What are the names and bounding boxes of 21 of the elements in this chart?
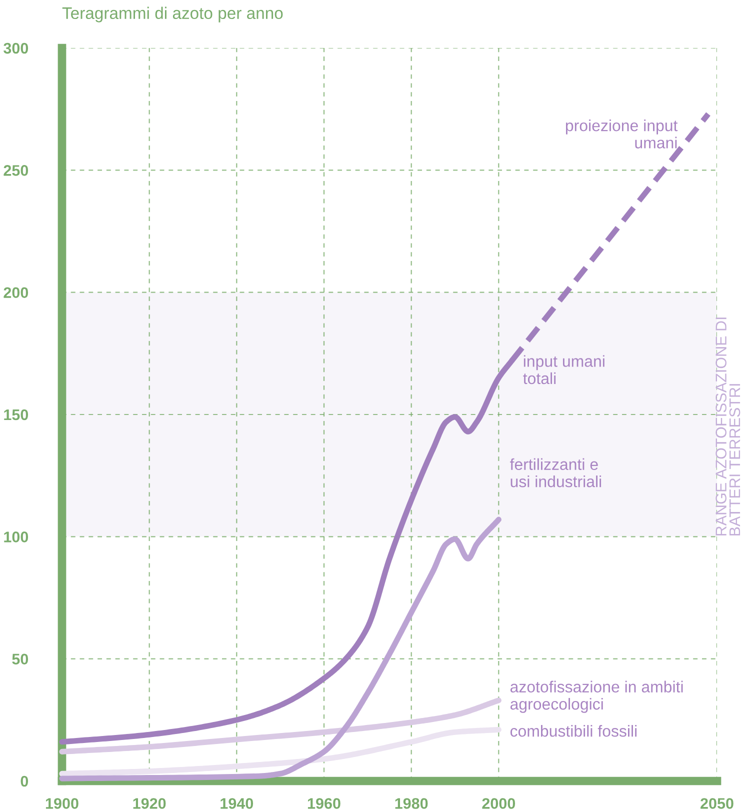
- y-tick-label: 150: [4, 409, 28, 420]
- text: fertilizzanti e usi industriali: [510, 458, 602, 488]
- y-tick-label: 250: [4, 165, 28, 176]
- y-axis-title: Teragrammi di azoto per anno: [62, 6, 283, 22]
- x-tick-label: 1940: [220, 798, 254, 809]
- x-tick-label: 2000: [482, 798, 516, 809]
- y-tick-label: 50: [12, 654, 28, 665]
- x-tick-label: 1920: [133, 798, 166, 809]
- x-tick-label: 1900: [46, 798, 78, 809]
- y-tick-label: 0: [20, 776, 28, 787]
- y-tick-label: 300: [4, 42, 28, 54]
- y-tick-label: 200: [4, 287, 28, 298]
- series-label: azotofissazione in ambiti agroecologici: [510, 680, 683, 713]
- y-tick-label: 100: [4, 532, 28, 542]
- x-tick-label: 2050: [700, 798, 734, 809]
- series-label: proiezione input umani: [566, 120, 678, 148]
- series-label: input umani totali: [523, 355, 604, 384]
- x-tick-label: 1960: [308, 798, 340, 809]
- series-label: combustibili fossili: [510, 725, 637, 737]
- x-tick-label: 1980: [395, 798, 428, 809]
- band-label: RANGE AZOTOFISSAZIONE DI BATTERI TERRESTRI: [716, 318, 740, 536]
